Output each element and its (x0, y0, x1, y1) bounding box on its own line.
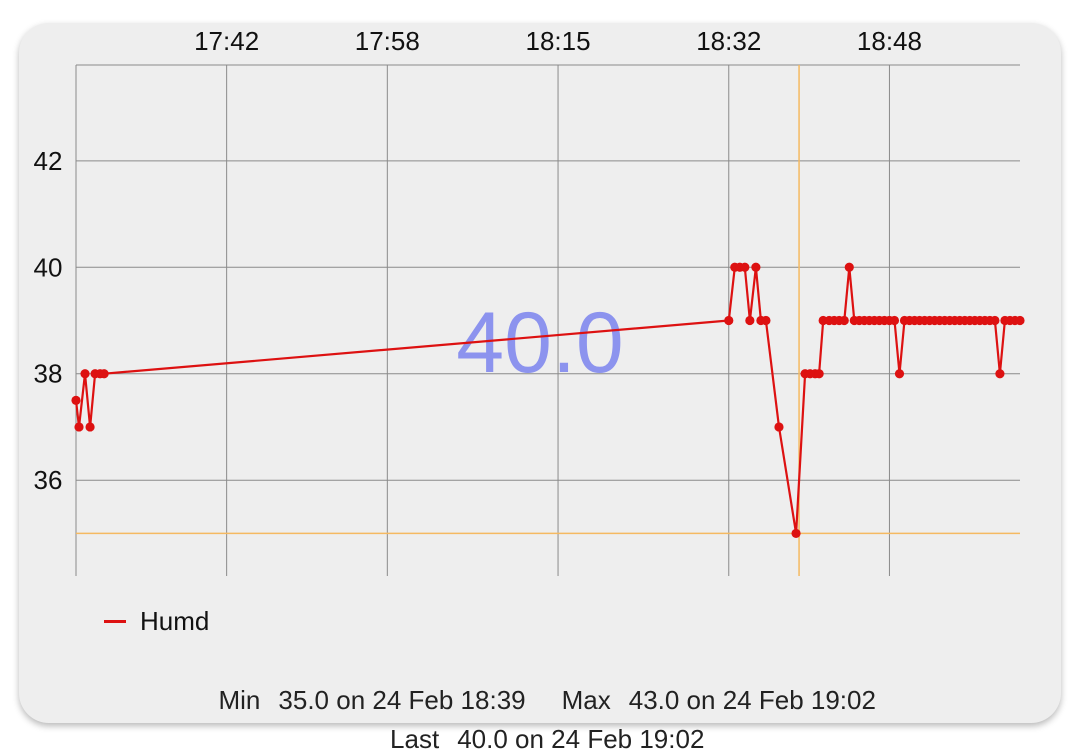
chart-grid (75, 64, 1020, 576)
x-tick-label: 17:58 (355, 26, 420, 56)
data-point[interactable] (844, 262, 854, 272)
max-value: 43.0 on 24 Feb 19:02 (628, 685, 876, 715)
x-axis-ticks: 17:42 17:58 18:15 18:32 18:48 (194, 26, 922, 56)
y-axis-ticks: 36 38 40 42 (34, 146, 63, 495)
stats-last: Last 40.0 on 24 Feb 19:02 (0, 693, 1080, 755)
data-point[interactable] (889, 315, 900, 326)
data-point[interactable] (71, 395, 81, 405)
data-point[interactable] (80, 369, 90, 379)
stats-min-max: Min 35.0 on 24 Feb 18:39 Max 43.0 on 24 Feb… (0, 654, 1080, 716)
max-label: Max (561, 685, 611, 715)
x-tick-label: 17:42 (194, 26, 259, 56)
data-point[interactable] (74, 422, 84, 432)
data-point[interactable] (745, 315, 755, 326)
data-point[interactable] (85, 422, 95, 432)
legend-label-humd: Humd (140, 606, 210, 636)
legend-swatch-humd (104, 620, 126, 623)
data-point[interactable] (99, 369, 109, 379)
data-point[interactable] (1015, 315, 1025, 326)
legend: Humd (104, 606, 209, 637)
data-point[interactable] (761, 315, 771, 326)
x-tick-label: 18:48 (857, 26, 922, 56)
y-tick-label: 40 (34, 252, 63, 282)
data-point[interactable] (774, 422, 784, 432)
data-point[interactable] (791, 528, 801, 539)
current-value-overlay: 40.0 (456, 295, 623, 391)
last-value: 40.0 on 24 Feb 19:02 (457, 724, 705, 754)
min-label: Min (218, 685, 261, 715)
data-point[interactable] (995, 369, 1005, 379)
data-point[interactable] (724, 315, 734, 326)
y-tick-label: 42 (34, 146, 63, 176)
data-point[interactable] (814, 369, 824, 379)
data-point[interactable] (839, 315, 849, 326)
y-tick-label: 36 (34, 465, 63, 495)
series-humd (71, 262, 1025, 539)
x-tick-label: 18:32 (696, 26, 761, 56)
y-tick-label: 38 (34, 359, 63, 389)
min-value: 35.0 on 24 Feb 18:39 (278, 685, 526, 715)
data-point[interactable] (740, 262, 750, 272)
data-point[interactable] (894, 369, 905, 379)
data-point[interactable] (990, 315, 1000, 326)
data-point[interactable] (751, 262, 761, 272)
last-label: Last (390, 724, 440, 754)
x-tick-label: 18:15 (526, 26, 591, 56)
chart-card (19, 23, 1061, 723)
